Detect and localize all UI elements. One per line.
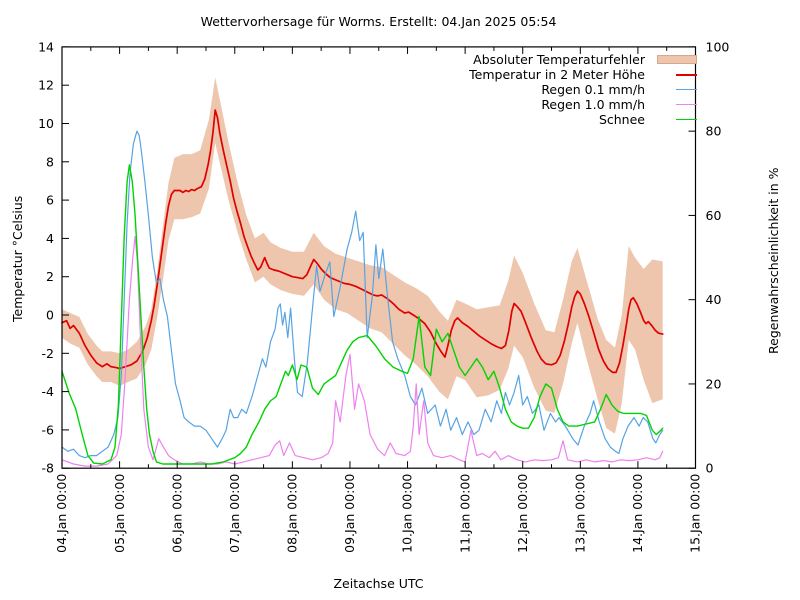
x-tick-label: 11.Jan 00:00 bbox=[457, 474, 472, 553]
legend-label: Regen 1.0 mm/h bbox=[541, 97, 645, 112]
y-left-tick-label: 6 bbox=[46, 193, 54, 208]
y-right-tick-label: 40 bbox=[706, 292, 722, 307]
y-left-tick-label: -6 bbox=[42, 422, 55, 437]
y-right-tick-label: 80 bbox=[706, 124, 722, 139]
y-left-tick-label: 14 bbox=[38, 39, 54, 54]
x-tick-label: 12.Jan 00:00 bbox=[515, 474, 530, 553]
y-left-tick-label: -2 bbox=[42, 346, 54, 361]
snow-line bbox=[61, 164, 664, 465]
legend-line-swatch bbox=[651, 73, 697, 76]
legend-row: Temperatur in 2 Meter Höhe bbox=[0, 67, 697, 82]
y-right-tick-label: 100 bbox=[706, 39, 730, 54]
temperature-line bbox=[61, 109, 664, 374]
x-tick-label: 10.Jan 00:00 bbox=[400, 474, 415, 553]
legend-band-swatch bbox=[651, 55, 697, 64]
y-left-tick-label: 10 bbox=[38, 116, 54, 131]
y-left-tick-label: 12 bbox=[38, 78, 54, 93]
x-tick-label: 08.Jan 00:00 bbox=[285, 474, 300, 553]
chart-title: Wettervorhersage für Worms. Erstellt: 04… bbox=[200, 14, 557, 29]
y-left-tick-label: -4 bbox=[42, 384, 55, 399]
x-tick-label: 06.Jan 00:00 bbox=[169, 474, 184, 553]
x-tick-label: 09.Jan 00:00 bbox=[342, 474, 357, 553]
legend-line-swatch bbox=[651, 118, 697, 121]
legend: Absoluter Temperaturfehler Temperatur in … bbox=[0, 52, 697, 127]
x-tick-label: 07.Jan 00:00 bbox=[227, 474, 242, 553]
y-left-tick-label: 8 bbox=[46, 154, 54, 169]
legend-row: Regen 0.1 mm/h bbox=[0, 82, 697, 97]
temperature-error-band bbox=[62, 77, 663, 434]
legend-label: Temperatur in 2 Meter Höhe bbox=[469, 67, 645, 82]
legend-line-swatch bbox=[651, 103, 697, 106]
legend-row: Absoluter Temperaturfehler bbox=[0, 52, 697, 67]
legend-row: Regen 1.0 mm/h bbox=[0, 97, 697, 112]
legend-line-swatch bbox=[651, 88, 697, 91]
y-left-tick-label: 4 bbox=[46, 231, 54, 246]
y-left-tick-label: 0 bbox=[46, 308, 54, 323]
x-axis-label-time: Zeitachse UTC bbox=[333, 576, 424, 591]
y-left-tick-label: -8 bbox=[42, 461, 55, 476]
x-tick-label: 14.Jan 00:00 bbox=[630, 474, 645, 553]
x-tick-label: 13.Jan 00:00 bbox=[573, 474, 588, 553]
y-right-tick-label: 0 bbox=[706, 461, 714, 476]
x-tick-label: 05.Jan 00:00 bbox=[112, 474, 127, 553]
x-tick-label: 04.Jan 00:00 bbox=[54, 474, 69, 553]
x-tick-label: 15.Jan 00:00 bbox=[688, 474, 703, 553]
legend-label: Absoluter Temperaturfehler bbox=[473, 52, 645, 67]
y-axis-label-temperature: Temperatur °Celsius bbox=[10, 195, 25, 322]
legend-row: Schnee bbox=[0, 112, 697, 127]
y-left-tick-label: 2 bbox=[46, 269, 54, 284]
y-axis-label-rain-probability: Regenwahrscheinlichkeit in % bbox=[766, 167, 781, 354]
y-right-tick-label: 60 bbox=[706, 208, 722, 223]
y-right-tick-label: 20 bbox=[706, 376, 722, 391]
legend-label: Schnee bbox=[598, 112, 645, 127]
rain-01-line bbox=[61, 130, 664, 459]
legend-label: Regen 0.1 mm/h bbox=[541, 82, 645, 97]
